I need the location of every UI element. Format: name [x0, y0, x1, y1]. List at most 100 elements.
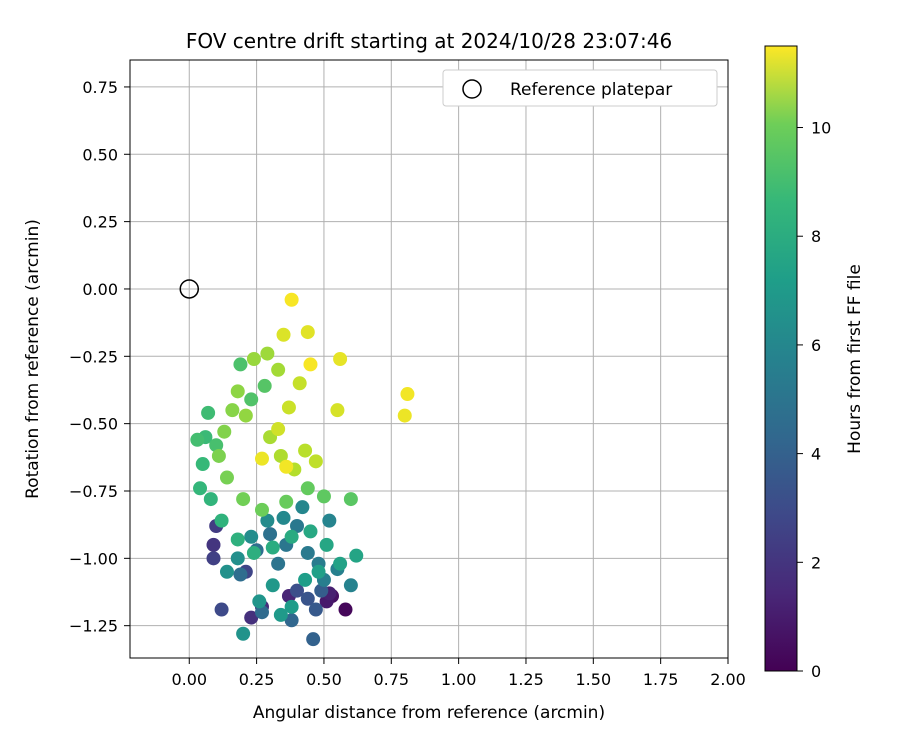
y-tick-label: −1.00	[69, 549, 118, 568]
data-point	[254, 451, 269, 466]
data-point	[279, 459, 294, 474]
data-point	[260, 513, 275, 528]
data-point	[217, 424, 232, 439]
data-point	[316, 489, 331, 504]
colorbar-tick-label: 6	[811, 336, 821, 355]
x-tick-label: 0.00	[171, 670, 207, 689]
y-tick-label: 0.50	[82, 145, 118, 164]
data-point	[244, 529, 259, 544]
data-point	[193, 481, 208, 496]
colorbar-tick-label: 8	[811, 227, 821, 246]
y-tick-label: −0.75	[69, 482, 118, 501]
data-point	[300, 481, 315, 496]
x-tick-label: 0.50	[306, 670, 342, 689]
y-axis-ticks: 0.75 0.50 0.25 0.00 −0.25 −0.50 −0.75 −1.00 −1.2…	[69, 78, 130, 636]
data-point	[219, 564, 234, 579]
y-tick-label: 0.00	[82, 280, 118, 299]
x-tick-label: 1.75	[643, 670, 679, 689]
colorbar-tick-label: 4	[811, 445, 821, 464]
data-point	[290, 583, 305, 598]
data-point	[252, 594, 267, 609]
reference-platepar-marker	[179, 279, 200, 299]
data-point	[206, 537, 221, 552]
data-point	[236, 626, 251, 641]
data-point	[233, 567, 248, 582]
data-point	[201, 405, 216, 420]
x-tick-label: 1.00	[441, 670, 477, 689]
y-tick-label: 0.75	[82, 78, 118, 97]
data-point	[343, 492, 358, 507]
data-point	[303, 524, 318, 539]
data-point	[397, 408, 412, 423]
data-point	[190, 432, 205, 447]
legend-circle-icon	[462, 79, 482, 99]
data-point	[214, 602, 229, 617]
data-point	[303, 357, 318, 372]
data-point	[219, 470, 234, 485]
legend-label: Reference platepar	[510, 80, 672, 100]
legend: Reference platepar	[442, 69, 718, 107]
data-point	[238, 408, 253, 423]
data-point	[271, 556, 286, 571]
data-point	[230, 532, 245, 547]
colorbar-ticks: 0 2 4 6 8 10	[797, 119, 831, 681]
data-point	[209, 438, 224, 453]
data-point	[319, 537, 334, 552]
data-point	[265, 578, 280, 593]
y-tick-label: −1.25	[69, 617, 118, 636]
data-point	[230, 551, 245, 566]
colorbar-tick-label: 2	[811, 553, 821, 572]
data-point	[284, 613, 299, 628]
data-point	[281, 400, 296, 415]
data-point	[276, 327, 291, 342]
colorbar-tick-label: 10	[811, 119, 831, 138]
y-tick-label: −0.50	[69, 415, 118, 434]
data-point	[233, 357, 248, 372]
data-point	[244, 392, 259, 407]
data-point	[349, 548, 364, 563]
data-point	[271, 362, 286, 377]
data-point	[271, 422, 286, 437]
data-point	[211, 448, 226, 463]
data-point	[273, 607, 288, 622]
data-point	[195, 457, 210, 472]
x-tick-label: 0.25	[239, 670, 275, 689]
data-point	[214, 513, 229, 528]
x-tick-label: 1.25	[508, 670, 544, 689]
data-point	[338, 602, 353, 617]
data-point	[343, 578, 358, 593]
data-point	[300, 545, 315, 560]
legend-box	[442, 69, 718, 107]
data-point	[254, 502, 269, 517]
chart-title: FOV centre drift starting at 2024/10/28 …	[186, 29, 672, 53]
data-point	[290, 519, 305, 534]
colorbar-tick-label: 0	[811, 662, 821, 681]
data-point	[306, 632, 321, 647]
data-point	[308, 454, 323, 469]
x-axis-label: Angular distance from reference (arcmin)	[253, 703, 605, 723]
data-point	[265, 540, 280, 555]
data-point	[333, 556, 348, 571]
data-point	[298, 572, 313, 587]
colorbar: 0 2 4 6 8 10 Hours from first FF file	[764, 45, 865, 681]
data-point	[292, 376, 307, 391]
plot-frame	[129, 59, 729, 659]
data-point	[298, 443, 313, 458]
y-tick-label: 0.25	[82, 213, 118, 232]
data-point	[203, 492, 218, 507]
y-axis-label: Rotation from reference (arcmin)	[23, 219, 43, 499]
data-point	[284, 529, 299, 544]
data-point	[263, 527, 278, 542]
data-point	[279, 494, 294, 509]
data-point	[225, 403, 240, 418]
data-point	[308, 602, 323, 617]
x-axis-ticks: 0.00 0.25 0.50 0.75 1.00 1.25 1.50 1.75 2.00	[171, 658, 746, 689]
y-tick-label: −0.25	[69, 347, 118, 366]
colorbar-gradient	[764, 45, 798, 672]
x-tick-label: 1.50	[576, 670, 612, 689]
data-point	[333, 352, 348, 366]
data-point	[400, 387, 415, 402]
data-points	[190, 292, 415, 647]
data-point	[300, 591, 315, 606]
